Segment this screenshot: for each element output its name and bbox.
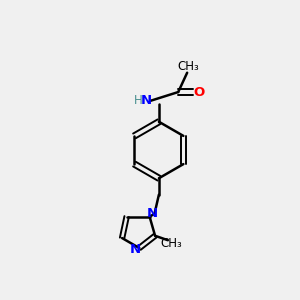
Text: N: N xyxy=(130,243,141,256)
Text: N: N xyxy=(147,206,158,220)
Text: N: N xyxy=(141,94,152,107)
Text: O: O xyxy=(194,85,205,98)
Text: H: H xyxy=(134,94,142,107)
Text: CH₃: CH₃ xyxy=(160,237,182,250)
Text: CH₃: CH₃ xyxy=(178,60,200,73)
